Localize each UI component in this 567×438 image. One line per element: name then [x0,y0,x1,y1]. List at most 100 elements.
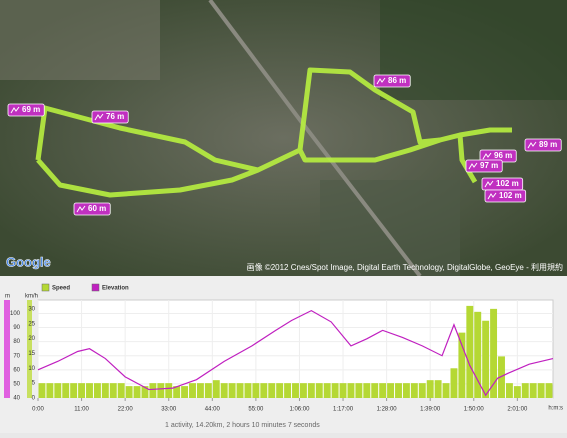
speed-bar [402,383,410,398]
speed-bar [196,383,204,398]
x-tick-label: 1:39:00 [420,407,441,413]
x-tick-label: 44:00 [205,407,221,413]
y2-tick-label: 20 [28,336,35,342]
speed-bar [339,383,347,398]
elevation-marker[interactable]: 86 m [373,74,411,88]
speed-bar [458,332,466,398]
elevation-markers: 69 m 76 m 60 m 86 m 96 m 89 m 97 m 102 m 102 m [7,74,562,216]
marker-label: 89 m [539,140,557,149]
speed-bar [442,383,450,398]
y-tick-label: 80 [13,339,20,345]
speed-bar [418,383,426,398]
map-copyright[interactable]: 画像 ©2012 Cnes/Spot Image, Digital Earth … [247,262,563,272]
x-tick-label: 1:50:00 [464,407,485,413]
map[interactable]: 69 m 76 m 60 m 86 m 96 m 89 m 97 m 102 m 102 m G… [0,0,567,278]
speed-bar [426,380,434,398]
x-tick-label: 1:06:00 [289,407,310,413]
marker-label: 96 m [494,151,512,160]
speed-bar [78,383,86,398]
marker-label: 76 m [106,112,124,121]
summary: 1 activity, 14.20km, 2 hours 10 minutes … [165,422,320,429]
speed-bar [490,308,498,398]
speed-bar [268,383,276,398]
urban-area [0,0,160,80]
marker-label: 86 m [388,76,406,85]
marker-label: 60 m [88,204,106,213]
speed-bar [54,383,62,398]
speed-bar [395,383,402,398]
y-tick-label: 90 [13,325,20,331]
marker-icon [484,180,494,188]
speed-bar [363,383,371,398]
marker-label: 69 m [22,105,40,114]
elevation-marker[interactable]: 102 m [484,189,527,203]
speed-bar [181,386,189,398]
speed-bar [355,383,363,398]
speed-bar [38,383,46,398]
speed-bar [513,386,521,398]
speed-bar [46,383,54,398]
x-tick-label: 33:00 [161,407,177,413]
y2-tick-label: 0 [32,396,36,402]
speed-bar [204,383,212,398]
speed-bar [236,383,244,398]
speed-bar [149,383,157,398]
y-tick-label: 100 [10,311,21,317]
legend-label[interactable]: Elevation [102,286,129,292]
legend-label[interactable]: Speed [52,286,70,292]
speed-bar [260,383,268,398]
speed-bar [141,386,149,398]
elevation-marker[interactable]: 102 m [481,177,524,191]
y-tick-label: 70 [13,353,20,359]
speed-bar [347,383,355,398]
highway [208,0,422,278]
marker-box [484,189,527,203]
x-tick-label: 11:00 [74,407,89,413]
marker-label: 102 m [496,179,519,188]
marker-box [373,74,411,88]
elevation-line [37,309,554,397]
marker-box [524,138,562,152]
speed-bar [434,380,442,398]
legend-swatch[interactable] [41,283,50,292]
y-tick-label: 60 [13,367,20,373]
elevation-marker[interactable]: 97 m [465,159,503,173]
elevation-marker[interactable]: 69 m [7,103,45,117]
marker-box [91,110,129,124]
speed-bar [62,383,70,398]
speed-bar [307,383,315,398]
google-logo: Google [6,254,51,269]
marker-icon [487,192,497,200]
speed-bar [537,383,545,398]
speed-bar [70,383,78,398]
speed-bar [545,383,553,398]
y-tick-label: 40 [13,396,20,402]
speed-axis-strip [27,300,32,398]
marker-icon [527,141,537,149]
x-tick-label: 1:17:00 [333,407,354,413]
x-tick-label: 55:00 [248,407,264,413]
elevation-marker[interactable]: 60 m [73,202,111,216]
elevation-marker[interactable]: 89 m [524,138,562,152]
elevation-marker[interactable]: 76 m [91,110,129,124]
marker-label: 97 m [480,161,498,170]
speed-bar [505,383,513,398]
speed-bar [220,383,228,398]
speed-bar [529,383,537,398]
legend-swatch[interactable] [91,283,100,292]
speed-bar [387,383,395,398]
speed-bar [315,383,323,398]
elevation-marker[interactable]: 96 m [479,149,517,163]
marker-icon [482,152,492,160]
y2-tick-label: 30 [28,306,35,312]
speed-bar [189,383,196,398]
x-tick-label: 22:00 [118,407,134,413]
speed-bar [284,383,292,398]
speed-bar [276,383,284,398]
y-axis-title: m [5,294,10,300]
y2-tick-label: 5 [32,381,36,387]
marker-icon [468,162,478,170]
